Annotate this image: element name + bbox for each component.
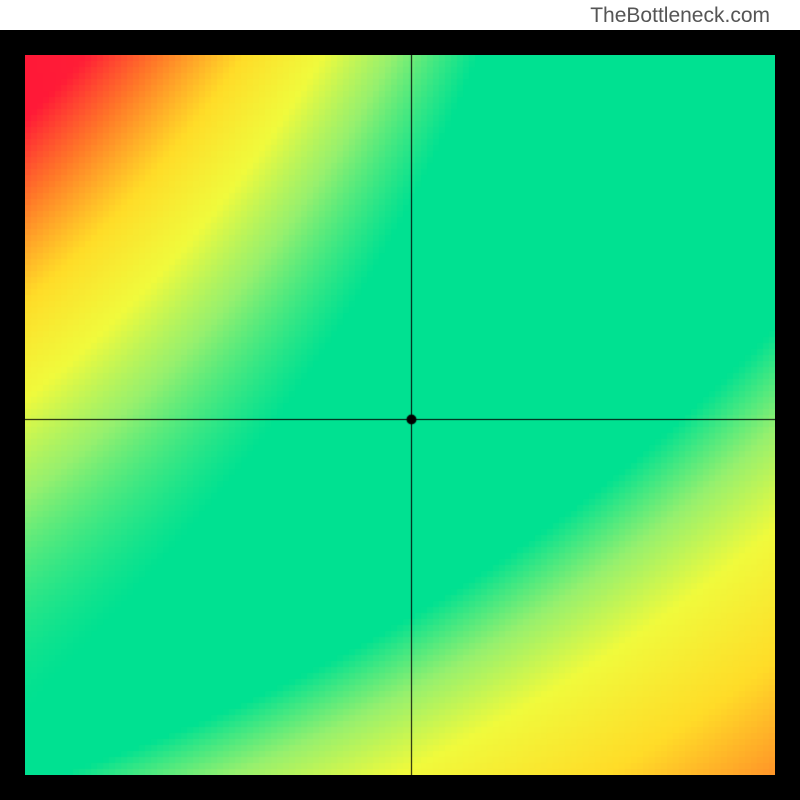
heatmap-canvas (25, 55, 775, 775)
chart-container: TheBottleneck.com (0, 0, 800, 800)
watermark-text: TheBottleneck.com (590, 4, 770, 28)
plot-area (25, 55, 775, 775)
